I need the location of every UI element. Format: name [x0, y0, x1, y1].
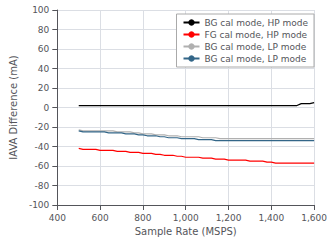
svg-text:-60: -60 — [35, 161, 50, 171]
svg-text:80: 80 — [38, 25, 50, 35]
svg-text:1,200: 1,200 — [216, 213, 242, 223]
svg-text:Sample Rate (MSPS): Sample Rate (MSPS) — [135, 226, 237, 237]
svg-text:-80: -80 — [35, 181, 50, 191]
svg-text:600: 600 — [92, 213, 109, 223]
svg-text:1,400: 1,400 — [258, 213, 284, 223]
svg-text:1,000: 1,000 — [173, 213, 199, 223]
svg-text:IAVA Difference (mA): IAVA Difference (mA) — [8, 55, 19, 160]
svg-text:BG cal mode, LP mode: BG cal mode, LP mode — [205, 54, 307, 64]
svg-text:-20: -20 — [35, 122, 50, 132]
svg-text:20: 20 — [38, 83, 50, 93]
svg-text:400: 400 — [49, 213, 66, 223]
svg-text:100: 100 — [32, 5, 49, 15]
svg-text:BG cal mode, LP mode: BG cal mode, LP mode — [205, 42, 307, 52]
svg-text:-40: -40 — [35, 142, 50, 152]
svg-text:FG cal mode, HP mode: FG cal mode, HP mode — [205, 30, 308, 40]
svg-text:0: 0 — [44, 103, 50, 113]
svg-text:60: 60 — [38, 44, 50, 54]
svg-text:-100: -100 — [29, 200, 50, 210]
svg-text:1,600: 1,600 — [301, 213, 327, 223]
svg-text:800: 800 — [134, 213, 151, 223]
svg-text:BG cal mode, HP mode: BG cal mode, HP mode — [205, 18, 309, 28]
svg-text:40: 40 — [38, 64, 50, 74]
